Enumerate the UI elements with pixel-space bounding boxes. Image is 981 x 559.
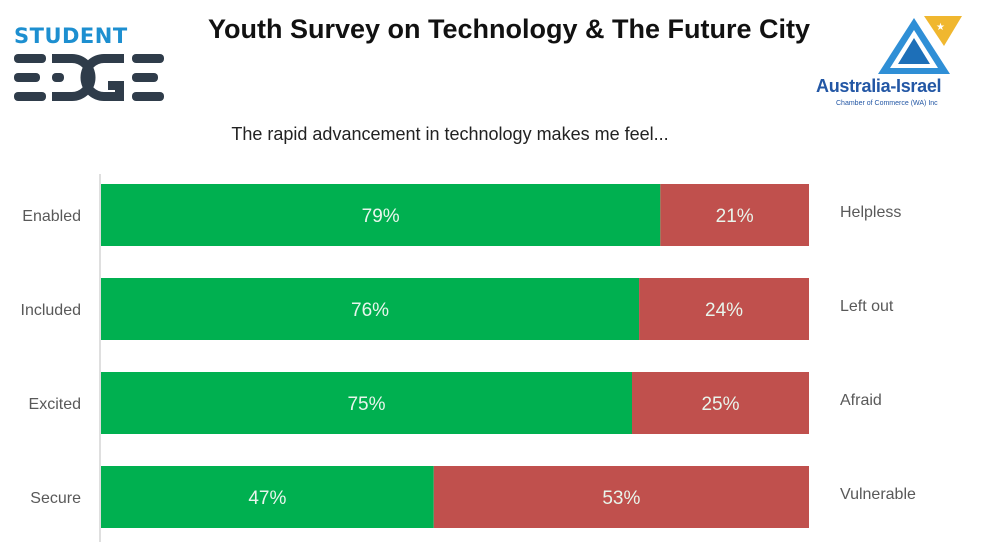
data-label: 79%	[362, 206, 400, 227]
opposite-category-label: Helpless	[840, 204, 901, 221]
bar-segment-positive	[101, 184, 661, 246]
data-label: 53%	[602, 488, 640, 509]
chart-title: The rapid advancement in technology make…	[231, 124, 669, 144]
opposite-category-label: Left out	[840, 298, 894, 315]
australia-israel-logo-name: Australia-Israel	[816, 76, 942, 96]
bar-segment-positive	[101, 466, 434, 528]
student-edge-logo: STUDENT	[14, 24, 174, 104]
data-label: 76%	[351, 300, 389, 321]
svg-text:★: ★	[936, 22, 945, 33]
australia-israel-logo: ★ Australia-Israel Chamber of Commerce (…	[810, 12, 976, 112]
student-edge-logo-line1: STUDENT	[14, 24, 128, 48]
opposite-category-label: Afraid	[840, 392, 882, 409]
bar-segment-negative	[433, 466, 809, 528]
bar-segment-negative	[639, 278, 809, 340]
data-label: 47%	[248, 488, 286, 509]
data-label: 24%	[705, 300, 743, 321]
category-label: Enabled	[22, 208, 81, 225]
data-label: 25%	[701, 394, 739, 415]
bar-segment-negative	[632, 372, 809, 434]
category-label: Included	[21, 302, 82, 319]
opposite-category-label: Vulnerable	[840, 486, 916, 503]
data-label: 75%	[347, 394, 385, 415]
star-of-david-emblem-icon: ★	[878, 16, 962, 74]
australia-israel-logo-sub: Chamber of Commerce (WA) Inc	[836, 100, 938, 107]
page-title: Youth Survey on Technology & The Future …	[208, 14, 811, 44]
bar-segment-positive	[101, 372, 632, 434]
data-label: 21%	[716, 206, 754, 227]
bar-segment-positive	[101, 278, 640, 340]
stacked-bar-chart: 79% 21% Enabled Helpless 76% 24% Included Left …	[21, 174, 916, 542]
bar-segment-negative	[660, 184, 809, 246]
category-label: Excited	[29, 396, 81, 413]
edge-wordmark-icon	[14, 54, 164, 101]
category-label: Secure	[30, 490, 81, 507]
